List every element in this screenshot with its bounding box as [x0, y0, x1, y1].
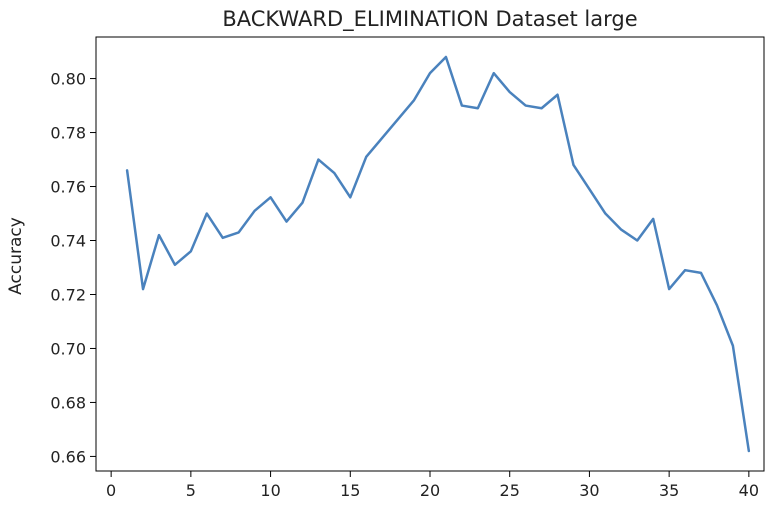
- x-tick-label: 0: [106, 481, 116, 500]
- y-tick-label: 0.68: [50, 393, 86, 412]
- plot-frame: [95, 36, 765, 472]
- y-tick-label: 0.72: [50, 285, 86, 304]
- x-axis: 0 5 10 15 20 25 30 35 40: [106, 471, 759, 500]
- y-tick-label: 0.70: [50, 339, 86, 358]
- y-tick-label: 0.74: [50, 232, 86, 251]
- x-tick-label: 10: [260, 481, 280, 500]
- x-tick-label: 40: [739, 481, 759, 500]
- y-axis-label: Accuracy: [6, 217, 26, 295]
- accuracy-series-line: [125, 55, 751, 453]
- x-tick-label: 30: [579, 481, 599, 500]
- x-tick-label: 5: [186, 481, 196, 500]
- y-axis: 0.66 0.68 0.70 0.72 0.74 0.76 0.78 0.80: [50, 70, 96, 466]
- y-tick-label: 0.66: [50, 447, 86, 466]
- y-tick-label: 0.78: [50, 124, 86, 143]
- plot-area: [95, 36, 765, 472]
- y-tick-label: 0.80: [50, 70, 86, 89]
- x-tick-label: 35: [659, 481, 679, 500]
- y-tick-label: 0.76: [50, 178, 86, 197]
- x-tick-label: 20: [420, 481, 440, 500]
- x-tick-label: 25: [500, 481, 520, 500]
- x-tick-label: 15: [340, 481, 360, 500]
- chart-title: BACKWARD_ELIMINATION Dataset large: [222, 7, 637, 32]
